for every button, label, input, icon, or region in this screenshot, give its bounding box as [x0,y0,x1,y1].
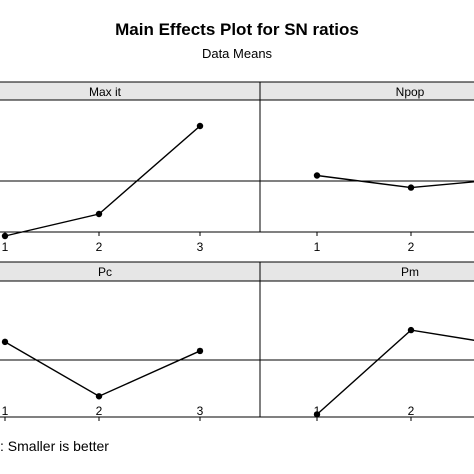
panel-frame [0,99,261,233]
x-tick-label: 2 [96,404,103,418]
panel-frame [259,99,474,233]
panel-strip [259,261,474,282]
panel-pc: Pc 1 2 3 [0,261,261,421]
x-tick-label: 1 [2,240,9,254]
panel-strip [0,81,261,101]
x-tick-label: 3 [197,404,204,418]
panel-frame [259,280,474,418]
data-point-2 [407,184,415,191]
data-point-1 [1,338,9,346]
x-tick-label: 2 [96,240,103,254]
data-point-2 [95,210,103,218]
data-point-1 [313,411,321,418]
series-line [4,341,201,398]
data-point-3 [196,122,204,130]
footnote: : Smaller is better [0,438,109,454]
chart-subtitle: Data Means [201,46,273,61]
panel-max-it: Max it 1 2 3 [0,81,261,254]
panel-strip [259,81,474,101]
data-point-2 [407,326,415,334]
panel-title: Pm [401,265,419,279]
panel-title: Pc [98,265,112,279]
data-point-1 [313,172,321,179]
x-tick-label: 2 [408,404,415,418]
panel-title: Max it [89,85,122,99]
x-tick-label: 3 [197,240,204,254]
data-point-3 [196,347,204,355]
chart-title: Main Effects Plot for SN ratios [115,20,359,39]
panel-npop: Npop123 [259,81,474,254]
panel-title: Npop [396,85,425,99]
panel-frame [0,280,261,418]
x-tick-label: 1 [314,240,321,254]
panel-strip [0,261,261,282]
series-line [316,174,474,189]
x-tick-label: 1 [314,404,321,418]
x-tick-label: 2 [408,240,415,254]
series-line [316,329,474,415]
x-tick-label: 1 [2,404,9,418]
data-point-2 [95,393,103,400]
panel-pm: Pm123 [259,261,474,421]
